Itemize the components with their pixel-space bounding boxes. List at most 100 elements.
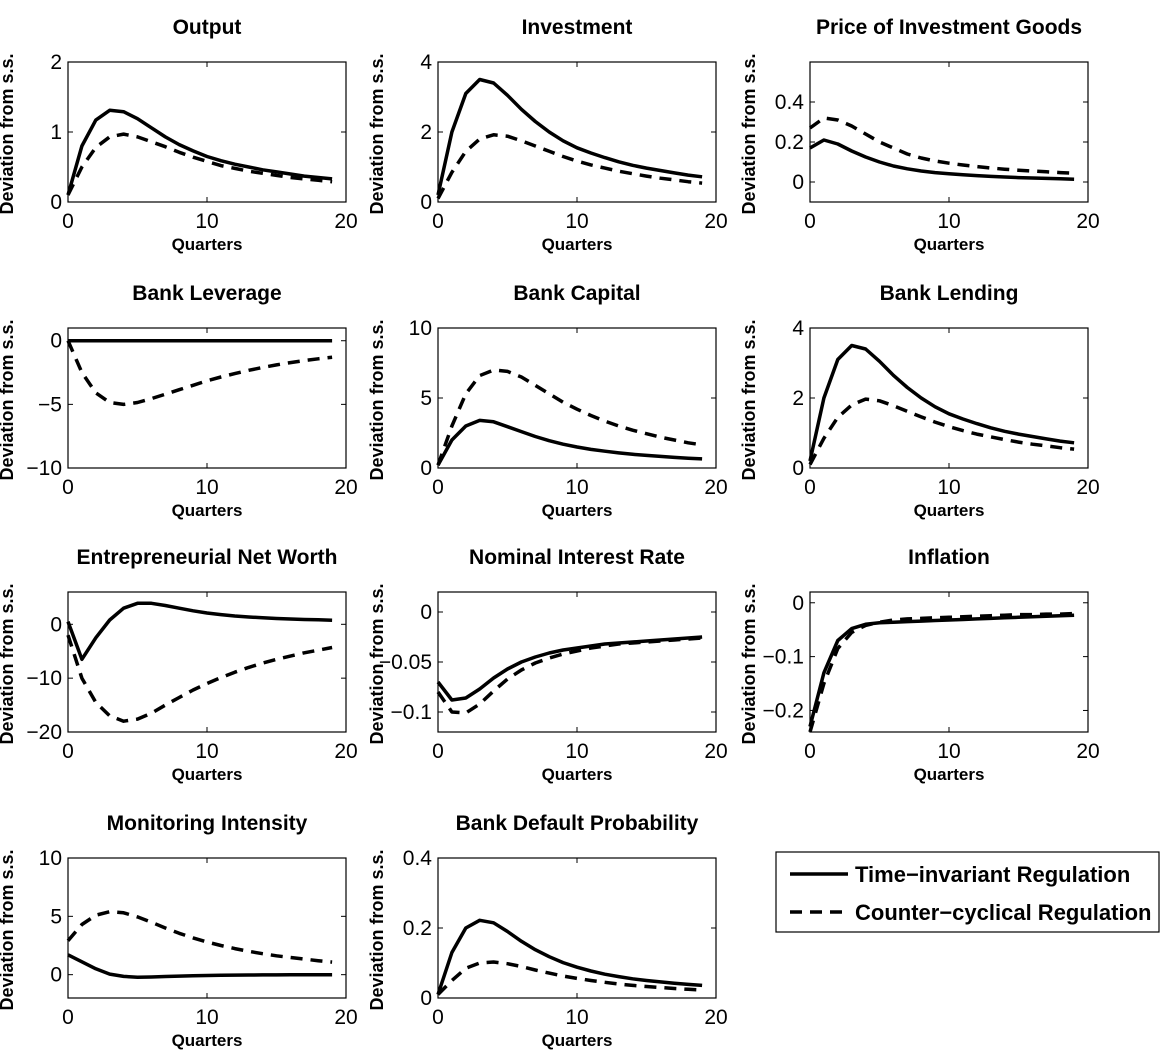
x-tick-label: 0 bbox=[432, 1006, 444, 1029]
y-tick-label: 4 bbox=[420, 51, 432, 74]
x-tick-label: 0 bbox=[62, 210, 74, 233]
y-tick-label: −5 bbox=[38, 393, 62, 416]
chart-title: Price of Investment Goods bbox=[816, 16, 1082, 39]
y-tick-label: 0 bbox=[792, 171, 804, 194]
x-tick-label: 10 bbox=[565, 1006, 588, 1029]
chart-title: Inflation bbox=[908, 546, 990, 569]
x-tick-label: 10 bbox=[565, 476, 588, 499]
subplot-10: 0 10 20 0 5 10 Monitoring Intensity Quarters Dev… bbox=[0, 812, 358, 1050]
chart-title: Output bbox=[173, 16, 242, 39]
y-axis-label: Deviation from s.s. bbox=[367, 319, 387, 480]
y-axis-label: Deviation from s.s. bbox=[0, 53, 17, 214]
y-axis-label: Deviation from s.s. bbox=[0, 319, 17, 480]
x-axis-label: Quarters bbox=[542, 765, 613, 784]
x-tick-label: 0 bbox=[804, 476, 816, 499]
y-tick-label: 2 bbox=[420, 121, 432, 144]
series-line-dashed bbox=[436, 133, 703, 200]
chart-title: Monitoring Intensity bbox=[107, 812, 308, 835]
series-line-solid bbox=[66, 108, 333, 196]
x-tick-label: 10 bbox=[195, 1006, 218, 1029]
subplot-5: 0 10 20 0 5 10 Bank Capital Quarters Deviation f… bbox=[367, 282, 728, 520]
series-line-solid bbox=[808, 613, 1075, 728]
y-tick-label: 0.4 bbox=[775, 91, 805, 114]
y-tick-label: 0 bbox=[792, 457, 804, 480]
plot-frame bbox=[437, 327, 717, 469]
x-tick-label: 0 bbox=[804, 740, 816, 763]
x-tick-label: 0 bbox=[62, 476, 74, 499]
series-line-dashed bbox=[436, 636, 703, 715]
series-line-dashed bbox=[436, 960, 703, 996]
series-line-dashed bbox=[808, 116, 1075, 175]
legend-label-solid: Time−invariant Regulation bbox=[855, 862, 1130, 887]
subplot-9: 0 10 20 −0.2 −0.1 0 Inflation Quarters Deviation… bbox=[739, 546, 1100, 784]
x-tick-label: 0 bbox=[432, 476, 444, 499]
y-tick-label: 0 bbox=[50, 330, 62, 353]
x-tick-label: 0 bbox=[62, 1006, 74, 1029]
x-tick-label: 10 bbox=[565, 210, 588, 233]
subplot-1: 0 10 20 0 1 2 Output Quarters Deviation from s.s… bbox=[0, 16, 358, 254]
series-line-solid bbox=[66, 601, 333, 662]
subplot-7: 0 10 20 −20 −10 0 Entrepreneurial Net Worth Qua… bbox=[0, 546, 358, 784]
y-tick-label: 0 bbox=[420, 191, 432, 214]
x-axis-label: Quarters bbox=[172, 235, 243, 254]
y-tick-label: 10 bbox=[39, 847, 62, 870]
x-tick-label: 0 bbox=[804, 210, 816, 233]
plot-frame bbox=[67, 327, 347, 469]
plot-frame bbox=[67, 61, 347, 203]
x-axis-label: Quarters bbox=[172, 765, 243, 784]
series-line-solid bbox=[67, 953, 333, 979]
subplot-11: 0 10 20 0 0.2 0.4 Bank Default Probability Quar… bbox=[367, 812, 728, 1050]
y-axis-label: Deviation from s.s. bbox=[367, 849, 387, 1010]
series-line-solid bbox=[436, 418, 703, 467]
x-tick-label: 20 bbox=[334, 210, 357, 233]
x-tick-label: 20 bbox=[1076, 476, 1099, 499]
x-tick-label: 10 bbox=[195, 476, 218, 499]
x-tick-label: 0 bbox=[62, 740, 74, 763]
y-tick-label: 0.4 bbox=[403, 847, 433, 870]
x-tick-label: 20 bbox=[334, 740, 357, 763]
y-tick-label: 0 bbox=[50, 964, 62, 987]
y-tick-label: 4 bbox=[792, 317, 804, 340]
y-axis-label: Deviation from s.s. bbox=[739, 583, 759, 744]
x-axis-label: Quarters bbox=[172, 501, 243, 520]
x-tick-label: 10 bbox=[195, 210, 218, 233]
x-tick-label: 10 bbox=[937, 210, 960, 233]
y-tick-label: 10 bbox=[409, 317, 432, 340]
chart-title: Bank Leverage bbox=[132, 282, 281, 305]
y-tick-label: −0.2 bbox=[763, 699, 804, 722]
chart-title: Nominal Interest Rate bbox=[469, 546, 685, 569]
series-line-solid bbox=[436, 77, 703, 196]
y-tick-label: 5 bbox=[420, 387, 432, 410]
legend-label-dashed: Counter−cyclical Regulation bbox=[855, 900, 1151, 925]
y-tick-label: −0.05 bbox=[379, 651, 432, 674]
series-line-dashed bbox=[808, 611, 1075, 733]
y-tick-label: 2 bbox=[50, 51, 62, 74]
y-tick-label: 0 bbox=[50, 191, 62, 214]
x-tick-label: 20 bbox=[1076, 210, 1099, 233]
x-tick-label: 20 bbox=[704, 740, 727, 763]
plot-frame bbox=[809, 327, 1089, 469]
y-tick-label: 0 bbox=[420, 601, 432, 624]
subplot-3: 0 10 20 0 0.2 0.4 Price of Investment Goods Qua… bbox=[739, 16, 1100, 254]
y-tick-label: −10 bbox=[26, 667, 62, 690]
y-tick-label: 0.2 bbox=[403, 917, 432, 940]
y-axis-label: Deviation from s.s. bbox=[0, 849, 17, 1010]
x-tick-label: 10 bbox=[195, 740, 218, 763]
chart-title: Entrepreneurial Net Worth bbox=[77, 546, 338, 569]
plot-frame bbox=[437, 61, 717, 203]
y-axis-label: Deviation from s.s. bbox=[0, 583, 17, 744]
x-tick-label: 0 bbox=[432, 740, 444, 763]
y-tick-label: 2 bbox=[792, 387, 804, 410]
subplot-6: 0 10 20 0 2 4 Bank Lending Quarters Deviation fr… bbox=[739, 282, 1100, 520]
series-line-dashed bbox=[66, 909, 333, 964]
series-line-dashed bbox=[66, 339, 333, 407]
chart-title: Bank Capital bbox=[513, 282, 640, 305]
x-tick-label: 20 bbox=[704, 476, 727, 499]
x-tick-label: 0 bbox=[432, 210, 444, 233]
series-line-solid bbox=[809, 138, 1075, 181]
y-axis-label: Deviation from s.s. bbox=[739, 53, 759, 214]
y-tick-label: 5 bbox=[50, 905, 62, 928]
x-axis-label: Quarters bbox=[172, 1031, 243, 1050]
subplot-8: 0 10 20 −0.1 −0.05 0 Nominal Interest Rate Quar… bbox=[367, 546, 728, 784]
